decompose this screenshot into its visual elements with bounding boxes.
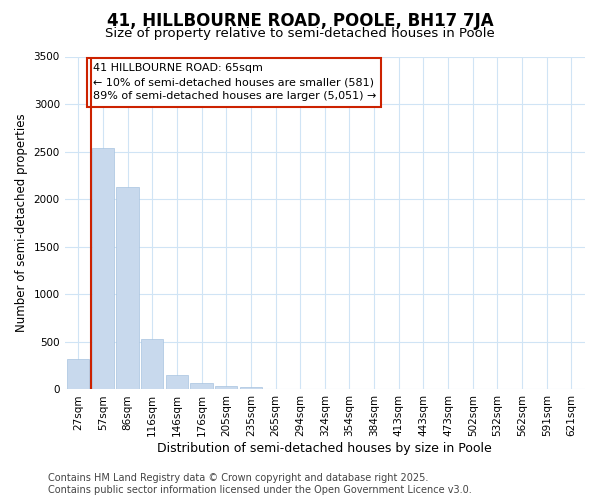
Text: Contains HM Land Registry data © Crown copyright and database right 2025.
Contai: Contains HM Land Registry data © Crown c… xyxy=(48,474,472,495)
Bar xyxy=(190,384,212,390)
Bar xyxy=(116,187,139,390)
Bar xyxy=(67,359,89,390)
Text: 41 HILLBOURNE ROAD: 65sqm
← 10% of semi-detached houses are smaller (581)
89% of: 41 HILLBOURNE ROAD: 65sqm ← 10% of semi-… xyxy=(92,63,376,101)
Bar xyxy=(166,374,188,390)
X-axis label: Distribution of semi-detached houses by size in Poole: Distribution of semi-detached houses by … xyxy=(157,442,492,455)
Bar xyxy=(215,386,237,390)
Text: Size of property relative to semi-detached houses in Poole: Size of property relative to semi-detach… xyxy=(105,28,495,40)
Bar xyxy=(141,339,163,390)
Bar xyxy=(240,386,262,390)
Y-axis label: Number of semi-detached properties: Number of semi-detached properties xyxy=(15,114,28,332)
Text: 41, HILLBOURNE ROAD, POOLE, BH17 7JA: 41, HILLBOURNE ROAD, POOLE, BH17 7JA xyxy=(107,12,493,30)
Bar xyxy=(92,148,114,390)
